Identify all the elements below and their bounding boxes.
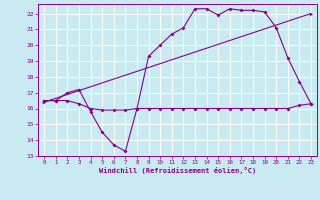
X-axis label: Windchill (Refroidissement éolien,°C): Windchill (Refroidissement éolien,°C) [99, 167, 256, 174]
